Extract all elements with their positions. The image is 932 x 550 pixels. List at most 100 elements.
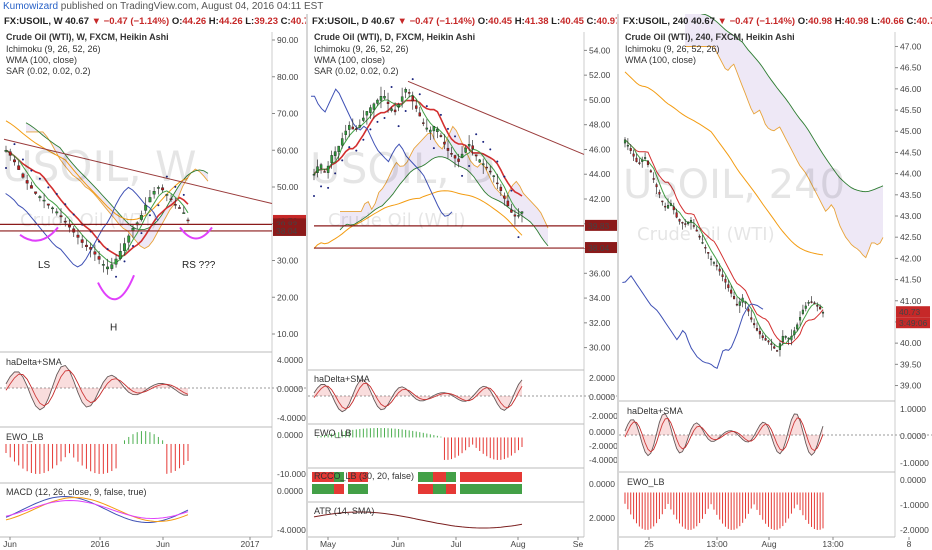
wma-line xyxy=(5,120,189,221)
candle xyxy=(707,252,710,254)
candle xyxy=(443,141,446,145)
time-tick-label: Aug xyxy=(510,539,525,549)
candle xyxy=(513,214,517,217)
candle xyxy=(474,154,478,157)
sar-dot xyxy=(461,174,464,177)
sub4-label[interactable]: ATR (14, SMA) xyxy=(314,506,375,516)
high-label: H: xyxy=(834,16,845,27)
indicator-ichimoku[interactable]: Ichimoku (9, 26, 52, 26) xyxy=(625,44,720,54)
candle xyxy=(436,128,439,133)
hadelta-fill xyxy=(6,365,188,410)
sub3-label[interactable]: RCCO_LB (30, 20, false) xyxy=(314,471,415,481)
time-tick-label: Se xyxy=(573,539,584,549)
author-link[interactable]: Kumowizard xyxy=(3,1,59,12)
indicator-wma[interactable]: WMA (100, close) xyxy=(6,55,78,65)
rcco-block xyxy=(312,472,334,482)
candle xyxy=(761,335,764,338)
sub1-label[interactable]: haDelta+SMA xyxy=(627,406,683,416)
hadelta-line xyxy=(5,364,189,411)
sub1-label[interactable]: haDelta+SMA xyxy=(6,357,62,367)
panel-divider[interactable] xyxy=(306,14,308,550)
sub-tick-label: -1.0000 xyxy=(900,458,929,468)
candle xyxy=(635,157,638,163)
daily-chart-canvas[interactable]: 54.0052.0050.0048.0046.0044.0042.0040.00… xyxy=(308,14,617,550)
sub-tick-label: 0.0000 xyxy=(277,486,303,496)
candle xyxy=(773,346,776,349)
indicator-sar[interactable]: SAR (0.02, 0.02, 0.2) xyxy=(314,66,399,76)
price-tick-label: 41.50 xyxy=(900,275,922,285)
candle xyxy=(152,191,156,195)
candle xyxy=(156,187,160,189)
sar-dot xyxy=(157,204,160,207)
trendline xyxy=(3,138,273,205)
last-price: 40.67 xyxy=(691,16,715,27)
head-arc xyxy=(97,274,135,301)
candle xyxy=(652,178,655,180)
sar-dot xyxy=(446,127,449,130)
candle xyxy=(796,324,799,330)
candle xyxy=(432,126,436,132)
candle xyxy=(13,159,16,163)
price-tick-label: 44.00 xyxy=(900,169,922,179)
time-tick-label: Jun xyxy=(3,539,17,549)
indicator-wma[interactable]: WMA (100, close) xyxy=(314,55,386,65)
candle xyxy=(369,107,372,113)
signal-line xyxy=(5,496,189,523)
chart-title: Crude Oil (WTI), 240, FXCM, Heikin Ashi xyxy=(625,32,795,42)
sub2-label[interactable]: EWO_LB xyxy=(6,432,44,442)
candle xyxy=(753,323,756,326)
sub-tick-label: -2.0000 xyxy=(589,441,617,451)
candle xyxy=(664,205,667,208)
candle xyxy=(638,162,641,164)
candle xyxy=(165,194,169,196)
time-tick-label: Aug xyxy=(761,539,776,549)
sub-tick-label: 0.0000 xyxy=(589,427,615,437)
sar-dot xyxy=(390,85,393,88)
sub1-label[interactable]: haDelta+SMA xyxy=(314,374,370,384)
candle xyxy=(182,212,186,214)
sar-dot xyxy=(64,203,67,206)
tenkan-line xyxy=(313,94,523,215)
candle xyxy=(778,343,782,350)
candle xyxy=(767,340,770,343)
sub3-label[interactable]: MACD (12, 26, close, 9, false, true) xyxy=(6,487,147,497)
sar-dot xyxy=(334,172,337,175)
candle xyxy=(687,221,690,225)
h4-chart-panel[interactable]: 47.00 46.50 46.00 45.50 45.00 44.50 44.00 43.50… xyxy=(619,14,932,550)
time-tick-label: 25 xyxy=(644,539,654,549)
candle xyxy=(718,268,721,272)
candle xyxy=(496,182,499,185)
indicator-ichimoku[interactable]: Ichimoku (9, 26, 52, 26) xyxy=(314,44,409,54)
candle xyxy=(330,155,333,163)
candle xyxy=(658,191,661,195)
indicator-wma[interactable]: WMA (100, close) xyxy=(625,55,697,65)
candle xyxy=(801,309,804,314)
indicator-sar[interactable]: SAR (0.02, 0.02, 0.2) xyxy=(6,66,91,76)
candle xyxy=(681,222,684,224)
candle xyxy=(46,203,50,206)
price-tick-label: 70.00 xyxy=(277,109,299,119)
indicator-ichimoku[interactable]: Ichimoku (9, 26, 52, 26) xyxy=(6,44,101,54)
sar-dot xyxy=(131,244,134,247)
open-value: 40.45 xyxy=(488,16,513,27)
weekly-chart-canvas[interactable]: 90.0080.0070.0060.0050.0040.0030.0020.00… xyxy=(0,14,306,550)
candle xyxy=(118,251,122,259)
rcco-block xyxy=(348,484,368,494)
candle xyxy=(698,235,701,238)
time-tick-label: 13:00 xyxy=(822,539,844,549)
candle xyxy=(80,239,84,243)
price-badge-bg xyxy=(896,317,930,329)
panel-divider[interactable] xyxy=(617,14,619,550)
sub2-label[interactable]: EWO_LB xyxy=(627,477,665,487)
symbol-label: FX:USOIL, W xyxy=(4,16,63,27)
candle xyxy=(678,219,681,222)
daily-chart-panel[interactable]: 54.0052.0050.0048.0046.0044.0042.0040.00… xyxy=(308,14,617,550)
annotation-h: H xyxy=(110,322,117,333)
candle xyxy=(372,103,376,110)
sub2-label[interactable]: EWO_LB xyxy=(314,428,352,438)
ichimoku-span-b xyxy=(25,122,209,231)
weekly-chart-panel[interactable]: 90.0080.0070.0060.0050.0040.0030.0020.00… xyxy=(0,14,306,550)
shoulder-arc-left xyxy=(19,226,59,242)
candle xyxy=(393,109,397,113)
h4-chart-canvas[interactable]: 47.00 46.50 46.00 45.50 45.00 44.50 44.00 43.50… xyxy=(619,14,932,550)
